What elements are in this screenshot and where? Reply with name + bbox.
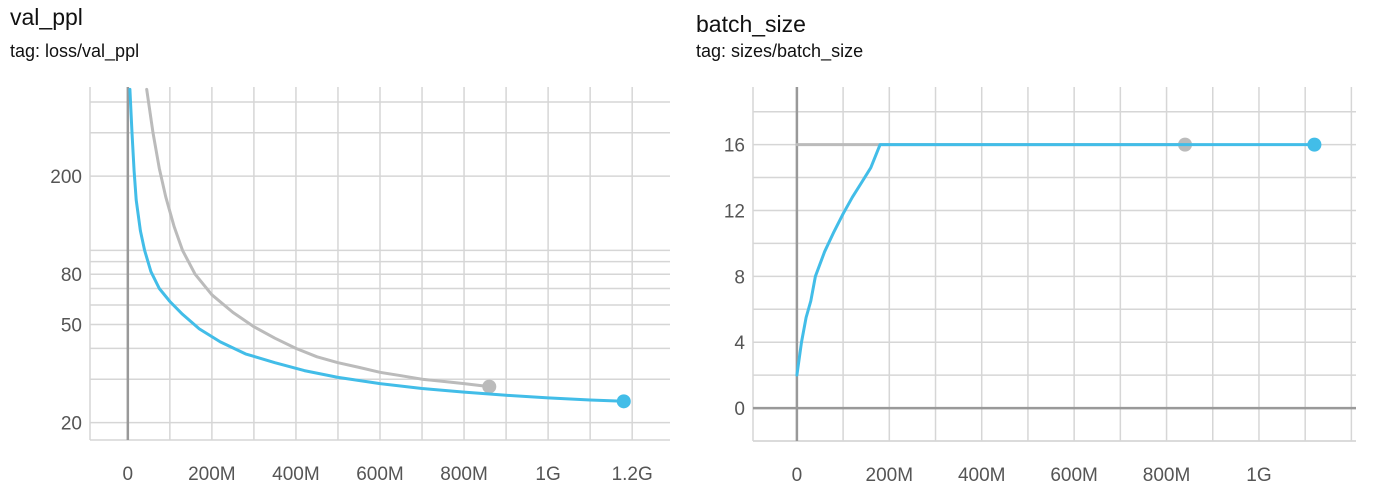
- y-tick-label: 12: [724, 201, 745, 222]
- x-tick-label: 1G: [535, 464, 560, 485]
- val-ppl-title: val_ppl: [10, 4, 83, 30]
- val-ppl-tag: tag: loss/val_ppl: [10, 41, 140, 61]
- y-tick-label: 80: [61, 265, 82, 286]
- x-tick-label: 200M: [866, 465, 914, 486]
- batch-size-tag: tag: sizes/batch_size: [696, 41, 864, 61]
- x-tick-label: 600M: [356, 464, 404, 485]
- series-line: [795, 143, 1316, 377]
- series-line: [128, 87, 626, 403]
- x-tick-label: 0: [792, 465, 803, 486]
- val-ppl-chart: 0 200M 400M 600M 800M 1G 1.2G 20 50 80 200: [50, 87, 670, 485]
- batch-size-title: batch_size: [696, 11, 806, 37]
- series-line: [145, 87, 491, 389]
- y-tick-label: 4: [734, 333, 745, 354]
- y-tick-label: 50: [61, 316, 82, 337]
- x-tick-label: 800M: [440, 464, 488, 485]
- x-tick-label: 400M: [272, 464, 320, 485]
- x-tick-label: 200M: [188, 464, 236, 485]
- x-tick-label: 1G: [1246, 465, 1271, 486]
- batch-size-chart: 0 200M 400M 600M 800M 1G 0 4 8 12 16: [724, 87, 1356, 486]
- x-tick-label: 0: [123, 464, 134, 485]
- y-tick-label: 20: [61, 414, 82, 435]
- x-tick-label: 1.2G: [612, 464, 653, 485]
- x-tick-label: 600M: [1050, 465, 1098, 486]
- y-tick-label: 0: [734, 399, 745, 420]
- y-tick-label: 200: [50, 167, 82, 188]
- series-end-point: [1307, 137, 1322, 152]
- x-tick-label: 800M: [1143, 465, 1191, 486]
- x-tick-label: 400M: [958, 465, 1006, 486]
- y-tick-label: 8: [734, 267, 745, 288]
- series-end-point: [616, 394, 631, 409]
- series-end-point: [482, 379, 497, 394]
- y-tick-label: 16: [724, 136, 745, 157]
